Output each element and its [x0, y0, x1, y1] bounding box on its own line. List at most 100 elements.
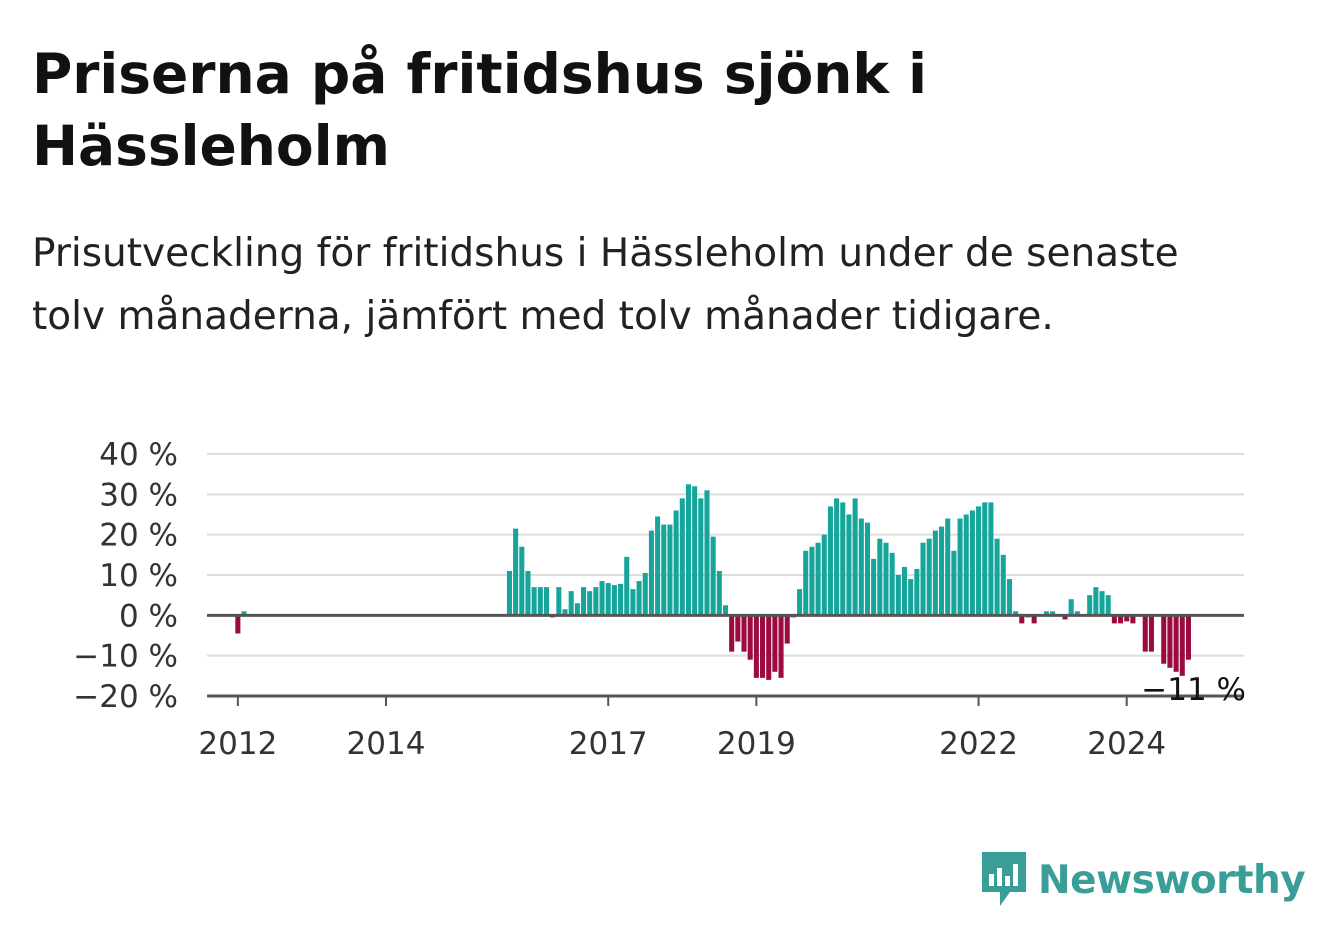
bar: [871, 558, 877, 616]
bar: [932, 530, 938, 616]
bar: [846, 514, 852, 616]
bar: [531, 587, 537, 616]
bar: [760, 615, 766, 678]
bar: [667, 524, 673, 616]
bar: [562, 609, 568, 616]
bar: [1130, 615, 1136, 624]
bar: [661, 524, 667, 616]
bar: [821, 534, 827, 616]
y-tick-label: 0 %: [119, 598, 178, 634]
bar: [982, 502, 988, 616]
bar: [673, 510, 679, 616]
bar: [889, 552, 895, 616]
bar: [580, 587, 587, 616]
x-tick-label: 2017: [569, 726, 648, 762]
bar: [945, 518, 951, 616]
x-tick-label: 2012: [198, 726, 277, 762]
bar: [926, 538, 932, 616]
bar: [969, 510, 975, 616]
bar: [1043, 611, 1050, 616]
bar: [587, 591, 593, 616]
bar: [1031, 615, 1037, 624]
bar: [988, 502, 994, 616]
bar: [1111, 615, 1117, 624]
bar: [766, 615, 772, 680]
newsworthy-logo: Newsworthy: [980, 850, 1306, 910]
bar: [809, 546, 815, 616]
bar: [901, 566, 908, 616]
bar: [556, 587, 562, 616]
bar: [1142, 615, 1148, 652]
bar: [741, 615, 747, 652]
bar: [1050, 611, 1056, 616]
bar: [772, 615, 778, 672]
bar: [963, 514, 969, 616]
y-tick-label: −10 %: [73, 639, 178, 675]
x-tick-label: 2014: [347, 726, 426, 762]
bar: [722, 605, 729, 616]
bar: [1167, 615, 1173, 668]
bar: [815, 542, 821, 616]
bar: [568, 591, 574, 616]
bar: [1161, 615, 1167, 664]
bar: [864, 522, 871, 616]
latest-value-label: −11 %: [1141, 672, 1246, 708]
y-tick-label: 10 %: [99, 558, 178, 594]
bar: [1062, 615, 1068, 620]
x-tick-label: 2022: [939, 726, 1018, 762]
bar: [685, 484, 691, 616]
bar: [797, 589, 803, 616]
brand-name: Newsworthy: [1038, 857, 1306, 903]
bar: [852, 498, 858, 616]
bar: [679, 498, 685, 616]
bar: [951, 550, 957, 616]
bar: [1124, 615, 1130, 622]
bar: [630, 589, 636, 616]
bar: [710, 536, 716, 616]
bar: [698, 498, 704, 616]
bar: [716, 570, 722, 616]
y-tick-label: −20 %: [73, 679, 178, 715]
bar: [241, 611, 247, 616]
bar: [877, 538, 883, 616]
bar: [908, 579, 914, 616]
bar: [574, 603, 580, 616]
bar: [704, 490, 710, 616]
bar: [624, 556, 630, 616]
bar: [784, 615, 790, 644]
bar: [1068, 599, 1074, 616]
bar: [895, 575, 901, 616]
axes: 40 % 30 % 20 % 10 % 0 % −10 % −20 % 2012 2014 201…: [73, 437, 1244, 762]
x-tick-label: 2024: [1087, 726, 1166, 762]
bars: [235, 484, 1191, 680]
bar: [914, 568, 920, 616]
bar: [753, 615, 759, 678]
bar: [599, 581, 605, 616]
bar: [1118, 615, 1124, 624]
bar: [519, 546, 525, 616]
bar: [648, 530, 654, 616]
bar: [858, 518, 864, 616]
bar: [506, 570, 512, 616]
bar: [1013, 611, 1019, 616]
bar: [1173, 615, 1179, 672]
bar: [611, 585, 617, 616]
bar: [976, 506, 982, 616]
bar: [593, 587, 599, 616]
y-tick-label: 40 %: [99, 437, 178, 473]
bar: [1105, 595, 1111, 616]
bar: [747, 615, 753, 660]
bar: [543, 587, 550, 616]
bar: [840, 502, 846, 616]
gridlines: [207, 453, 1244, 698]
bar: [525, 570, 531, 616]
bar: [939, 526, 945, 616]
bar: [1074, 611, 1080, 616]
bar: [778, 615, 784, 678]
y-tick-label: 20 %: [99, 518, 178, 554]
bar: [920, 542, 926, 616]
bar: [513, 528, 519, 616]
bar: [803, 550, 809, 616]
bar: [605, 583, 611, 616]
bar: [827, 506, 833, 616]
